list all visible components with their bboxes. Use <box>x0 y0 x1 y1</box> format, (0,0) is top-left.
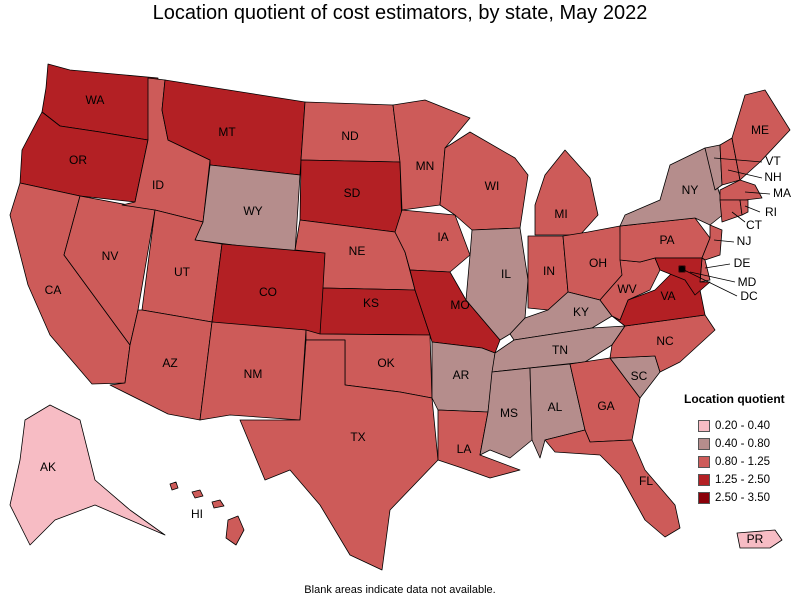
state-label-CT: CT <box>746 218 763 232</box>
state-label-DC: DC <box>740 289 758 303</box>
state-label-AL: AL <box>548 400 563 414</box>
leader-line-DE <box>704 263 731 269</box>
state-label-NC: NC <box>656 334 674 348</box>
state-NM[interactable] <box>199 321 307 421</box>
legend-label: 0.80 - 1.25 <box>715 456 770 468</box>
map-title: Location quotient of cost estimators, by… <box>152 2 648 24</box>
state-label-OR: OR <box>69 153 87 167</box>
legend-label: 1.25 - 2.50 <box>715 474 770 486</box>
state-label-NM: NM <box>244 367 263 381</box>
state-KS[interactable] <box>319 287 431 336</box>
state-label-KS: KS <box>363 296 379 310</box>
state-label-NY: NY <box>682 183 699 197</box>
state-MI[interactable] <box>534 149 599 236</box>
state-label-PA: PA <box>659 233 674 247</box>
state-CT[interactable] <box>719 199 743 223</box>
state-MD[interactable] <box>654 257 711 296</box>
state-label-MI: MI <box>554 207 567 221</box>
footnote: Blank areas indicate data not available. <box>304 584 496 596</box>
state-label-WA: WA <box>86 93 105 107</box>
state-label-TX: TX <box>350 430 365 444</box>
legend-swatch <box>698 474 710 486</box>
legend-swatch <box>698 456 710 468</box>
state-label-KY: KY <box>573 305 589 319</box>
state-RI[interactable] <box>739 199 749 216</box>
state-label-MT: MT <box>218 125 236 139</box>
state-label-PR: PR <box>747 532 764 546</box>
dc-marker <box>679 266 685 272</box>
legend-swatch <box>698 420 710 432</box>
state-label-AZ: AZ <box>162 356 177 370</box>
state-label-CA: CA <box>45 283 62 297</box>
leader-line-DC <box>681 268 738 297</box>
state-label-CO: CO <box>259 285 277 299</box>
legend-item: 1.25 - 2.50 <box>684 472 800 488</box>
state-label-FL: FL <box>639 474 653 488</box>
legend-item: 0.80 - 1.25 <box>684 454 800 470</box>
state-label-ID: ID <box>152 178 164 192</box>
state-label-VA: VA <box>660 289 675 303</box>
state-label-WY: WY <box>243 204 262 218</box>
state-HI[interactable] <box>169 481 245 546</box>
state-label-GA: GA <box>597 399 614 413</box>
state-label-NJ: NJ <box>737 234 752 248</box>
leader-line-VT <box>713 157 763 163</box>
leader-line-RI <box>744 205 761 213</box>
state-label-NH: NH <box>764 170 781 184</box>
legend-item: 0.40 - 0.80 <box>684 436 800 452</box>
legend: Location quotient 0.20 - 0.40 0.40 - 0.8… <box>684 392 800 508</box>
state-label-WI: WI <box>485 179 500 193</box>
state-label-AK: AK <box>40 460 56 474</box>
state-label-AR: AR <box>453 368 470 382</box>
legend-item: 2.50 - 3.50 <box>684 490 800 506</box>
state-TX[interactable] <box>239 339 439 571</box>
state-label-TN: TN <box>552 343 568 357</box>
state-label-HI: HI <box>191 507 203 521</box>
state-label-MO: MO <box>450 298 469 312</box>
state-label-MA: MA <box>773 186 791 200</box>
state-label-VT: VT <box>765 154 781 168</box>
state-label-IL: IL <box>501 267 511 281</box>
state-label-MS: MS <box>500 406 518 420</box>
state-label-MN: MN <box>416 159 435 173</box>
state-label-OH: OH <box>589 256 607 270</box>
legend-title: Location quotient <box>684 392 785 406</box>
state-label-ME: ME <box>751 123 769 137</box>
state-label-IA: IA <box>437 230 448 244</box>
legend-swatch <box>698 438 710 450</box>
legend-item: 0.20 - 0.40 <box>684 418 800 434</box>
state-FL[interactable] <box>544 429 681 538</box>
state-label-LA: LA <box>457 442 472 456</box>
state-label-RI: RI <box>765 205 777 219</box>
state-label-WV: WV <box>617 282 636 296</box>
state-label-OK: OK <box>377 356 394 370</box>
state-label-DE: DE <box>734 256 751 270</box>
state-label-ND: ND <box>341 129 359 143</box>
leader-line-CT <box>731 211 746 223</box>
leader-line-MA <box>744 191 771 195</box>
legend-label: 0.40 - 0.80 <box>715 438 770 450</box>
state-PR[interactable] <box>736 529 783 549</box>
state-label-SC: SC <box>631 369 648 383</box>
state-label-MD: MD <box>738 275 757 289</box>
state-label-SD: SD <box>344 186 361 200</box>
state-AK[interactable] <box>9 404 166 546</box>
state-label-NV: NV <box>102 249 119 263</box>
leader-line-NH <box>727 169 763 179</box>
state-label-IN: IN <box>543 264 555 278</box>
leader-line-MD <box>689 271 736 283</box>
legend-label: 0.20 - 0.40 <box>715 420 770 432</box>
state-label-UT: UT <box>174 265 191 279</box>
legend-swatch <box>698 492 710 504</box>
legend-label: 2.50 - 3.50 <box>715 492 770 504</box>
leader-line-NJ <box>713 239 735 243</box>
state-label-NE: NE <box>349 244 366 258</box>
